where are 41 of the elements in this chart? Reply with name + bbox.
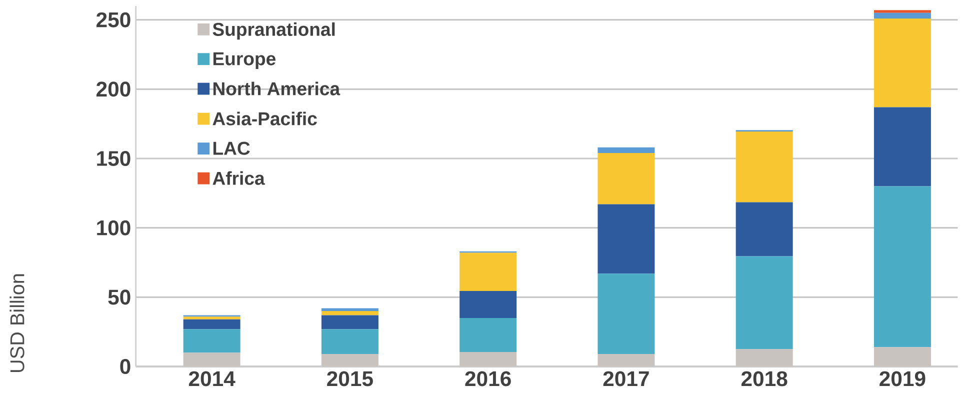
bar (874, 18, 931, 108)
bar (460, 290, 517, 318)
bar (598, 152, 655, 204)
x-tick-label: 2017 (603, 371, 649, 386)
bar (321, 329, 378, 354)
bar (736, 202, 793, 256)
legend-label: LAC (213, 142, 250, 155)
bar (598, 274, 655, 354)
y-tick-label: 150 (97, 151, 130, 166)
x-tick-label: 2014 (188, 371, 236, 386)
bar (874, 186, 931, 348)
x-tick-label: 2019 (880, 371, 926, 386)
bar (874, 10, 931, 13)
x-tick-label: 2018 (741, 371, 788, 386)
y-tick-label: 250 (96, 12, 130, 28)
bar (183, 316, 240, 320)
bar (874, 107, 931, 186)
bar (736, 132, 793, 202)
bar (183, 329, 240, 353)
bar (598, 147, 655, 153)
bar (598, 204, 655, 274)
bar (183, 319, 240, 330)
y-tick-label: 0 (120, 359, 130, 374)
bar (321, 315, 378, 330)
bar (321, 311, 378, 316)
y-tick-label: 50 (108, 290, 130, 305)
bar (736, 256, 793, 350)
legend-label: Supranational (212, 22, 335, 40)
legend-label: Africa (212, 171, 265, 185)
y-tick-label: 200 (96, 82, 130, 97)
legend-label: North America (213, 82, 340, 96)
bar (460, 252, 517, 291)
bar (321, 308, 378, 312)
y-axis-title: USD Billion (10, 274, 24, 372)
legend-label: Europe (213, 52, 276, 70)
y-tick-label: 100 (97, 220, 130, 236)
bar (460, 318, 517, 352)
x-tick-label: 2015 (327, 371, 373, 386)
bar (874, 12, 931, 18)
x-tick-label: 2016 (465, 371, 511, 386)
legend-label: Asia-Pacific (212, 112, 317, 126)
